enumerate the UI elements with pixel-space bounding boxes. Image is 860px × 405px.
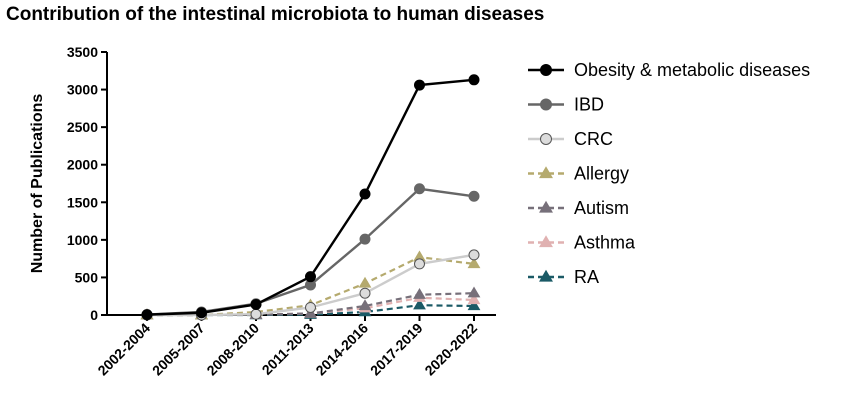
axes: 05001000150020002500300035002002-2004200… xyxy=(29,44,496,378)
y-tick-label: 1000 xyxy=(67,232,98,248)
data-point xyxy=(467,293,481,305)
x-tick-label: 2011-2013 xyxy=(259,320,317,378)
data-point xyxy=(467,286,481,298)
data-point xyxy=(540,64,552,76)
data-point xyxy=(305,271,316,283)
data-point xyxy=(468,74,480,86)
data-point xyxy=(359,287,371,299)
data-point xyxy=(359,188,371,200)
legend-item: IBD xyxy=(528,95,604,115)
x-tick-label: 2008-2010 xyxy=(203,320,262,379)
data-point xyxy=(467,257,481,269)
legend-label: Allergy xyxy=(574,164,629,184)
data-point xyxy=(467,299,481,311)
legend-item: RA xyxy=(528,267,599,287)
series-layer xyxy=(140,74,481,321)
data-point xyxy=(359,233,371,245)
x-tick-label: 2020-2022 xyxy=(421,320,480,379)
data-point xyxy=(413,288,426,299)
data-point xyxy=(540,98,552,111)
legend-item: Autism xyxy=(528,198,629,218)
series-obesity-metabolic-diseases xyxy=(141,74,480,321)
data-point xyxy=(539,235,553,248)
legend-label: Obesity & metabolic diseases xyxy=(574,60,810,80)
y-tick-label: 1500 xyxy=(67,194,98,210)
data-point xyxy=(250,308,262,320)
data-point xyxy=(539,166,553,179)
data-point xyxy=(141,309,153,321)
chart-title: Contribution of the intestinal microbiot… xyxy=(6,4,545,25)
y-tick-label: 3500 xyxy=(67,44,98,60)
legend: Obesity & metabolic diseases IBD CRC Allerg… xyxy=(528,60,810,287)
x-tick-label: 2014-2016 xyxy=(312,320,371,379)
legend-label: RA xyxy=(574,267,599,287)
legend-label: Asthma xyxy=(574,233,636,253)
y-tick-label: 0 xyxy=(90,307,98,323)
y-tick-label: 3000 xyxy=(67,82,98,98)
x-tick-label: 2005-2007 xyxy=(149,320,208,379)
legend-label: Autism xyxy=(574,198,629,218)
data-point xyxy=(414,183,425,195)
x-tick-label: 2017-2019 xyxy=(367,320,426,379)
legend-item: CRC xyxy=(528,129,613,149)
data-point xyxy=(413,298,426,310)
legend-label: CRC xyxy=(574,129,613,149)
data-point xyxy=(196,307,207,319)
data-point xyxy=(305,301,316,313)
legend-item: Obesity & metabolic diseases xyxy=(528,60,810,80)
data-point xyxy=(539,269,553,282)
data-point xyxy=(358,299,372,311)
data-point xyxy=(250,298,262,310)
data-point xyxy=(358,276,372,288)
y-tick-label: 500 xyxy=(75,269,99,285)
legend-item: Asthma xyxy=(528,233,636,253)
data-point xyxy=(414,79,425,91)
data-point xyxy=(414,258,425,270)
data-point xyxy=(468,249,480,261)
y-tick-label: 2000 xyxy=(67,157,98,173)
data-point xyxy=(539,200,553,213)
x-tick-label: 2002-2004 xyxy=(94,320,153,379)
series-line xyxy=(146,187,475,316)
data-point xyxy=(540,133,552,145)
data-point xyxy=(468,190,480,202)
legend-label: IBD xyxy=(574,95,604,115)
y-tick-label: 2500 xyxy=(67,119,98,135)
y-axis-title: Number of Publications xyxy=(29,94,46,274)
legend-item: Allergy xyxy=(528,164,629,184)
